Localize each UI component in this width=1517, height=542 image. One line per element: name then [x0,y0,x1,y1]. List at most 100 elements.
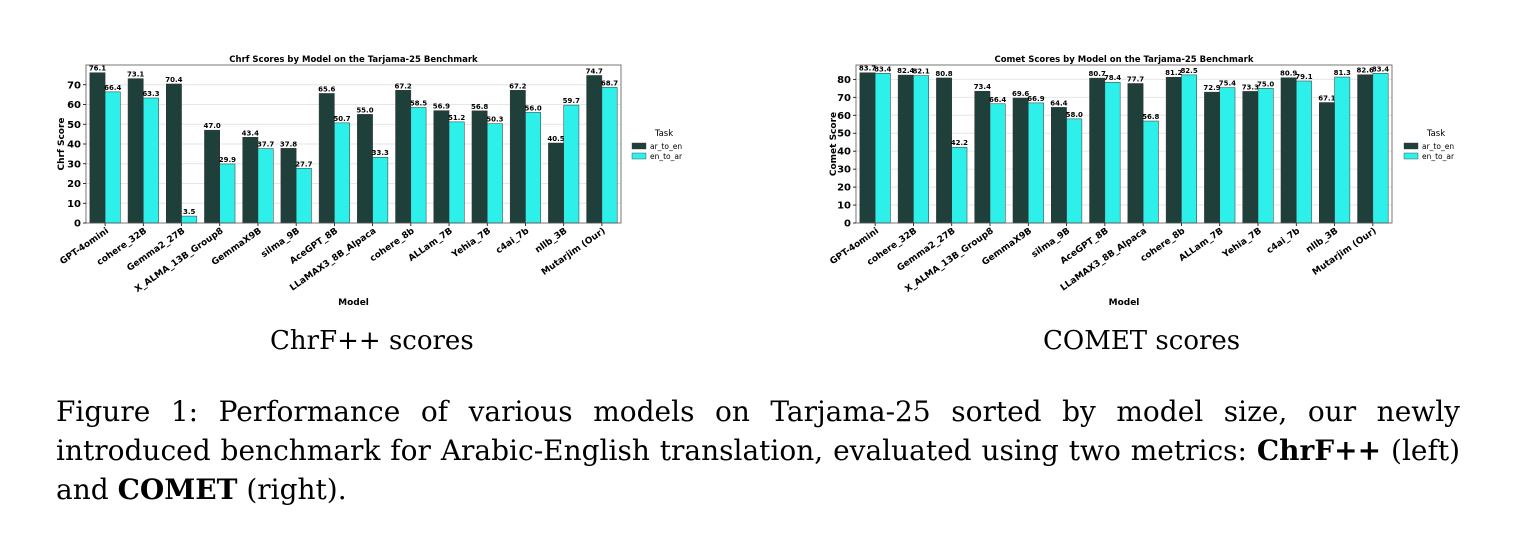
data-label-ar-to-en-mutarjim-our: 82.6 [1357,67,1374,75]
y-tick-label: 60 [837,111,851,122]
bar-ar-to-en-allam-7b [1204,91,1220,224]
bar-en-to-ar-gemma2-27b [181,215,198,224]
bar-ar-to-en-silma-9b [1051,107,1067,224]
data-label-ar-to-en-gpt-4omini: 83.7 [859,65,876,73]
legend-swatch-en-to-ar [631,152,647,160]
y-tick-label: 40 [67,140,81,151]
chart-title: Chrf Scores by Model on the Tarjama-25 B… [229,55,478,65]
data-label-ar-to-en-x-alma-13b-group8: 73.4 [974,83,991,91]
data-label-ar-to-en-gemma2-27b: 70.4 [165,76,182,84]
data-label-en-to-ar-allam-7b: 75.4 [1219,80,1236,88]
y-axis-label: Chrf Score [57,117,67,170]
bar-en-to-ar-c4ai-7b [525,112,542,224]
data-label-ar-to-en-mutarjim-our: 74.7 [586,67,603,75]
data-label-ar-to-en-gpt-4omini: 76.1 [89,65,106,73]
data-label-en-to-ar-silma-9b: 58.0 [1066,111,1083,119]
data-label-en-to-ar-gpt-4omini: 66.4 [104,84,121,92]
legend-title: Task [654,129,673,139]
data-label-ar-to-en-allam-7b: 72.9 [1203,84,1220,92]
bar-en-to-ar-gpt-4omini [104,91,121,224]
x-tick-label-yehia-7b: Yehia_7B [450,226,494,261]
y-tick-label: 10 [837,201,851,212]
bar-en-to-ar-acegpt-8b [334,122,350,224]
data-label-en-to-ar-cohere-32b: 82.1 [912,68,929,76]
y-tick-label: 50 [67,120,81,131]
data-label-en-to-ar-silma-9b: 27.7 [295,160,312,168]
data-label-en-to-ar-cohere-32b: 63.3 [142,90,159,98]
y-tick-label: 50 [837,129,851,140]
plot-frame [855,64,1393,224]
data-label-ar-to-en-silma-9b: 37.8 [280,140,297,148]
bar-en-to-ar-llamax3-8b-alpaca [372,156,389,224]
bar-en-to-ar-gemmax9b [1028,102,1044,224]
bar-en-to-ar-gemma2-27b [951,146,968,224]
figure-caption: Figure 1: Performance of various models … [56,392,1460,509]
y-tick-label: 0 [74,219,81,230]
chrf-chart: 76.166.4GPT-4omini73.163.3cohere_32B70.4… [57,55,683,308]
caption-metric-chrf: ChrF++ [1256,434,1382,467]
bar-ar-to-en-yehia-7b [471,110,488,224]
data-label-en-to-ar-gpt-4omini: 83.4 [874,65,891,73]
bar-en-to-ar-mutarjim-our [1372,73,1389,224]
bar-en-to-ar-cohere-32b [143,97,159,224]
data-label-ar-to-en-cohere-32b: 82.4 [897,67,914,75]
bar-en-to-ar-allam-7b [448,121,465,224]
data-label-ar-to-en-llamax3-8b-alpaca: 55.0 [356,106,373,114]
caption-prefix: Figure 1: Performance of various models … [56,395,1460,467]
bar-en-to-ar-cohere-8b [1181,74,1197,224]
y-tick-label: 60 [67,100,81,111]
data-label-ar-to-en-cohere-32b: 73.1 [127,71,144,79]
y-tick-label: 40 [837,147,851,158]
bar-en-to-ar-silma-9b [1066,118,1083,224]
bar-en-to-ar-nllb-3b [563,104,580,224]
bar-ar-to-en-acegpt-8b [1089,77,1106,224]
data-label-ar-to-en-acegpt-8b: 80.7 [1089,70,1106,78]
data-label-ar-to-en-silma-9b: 64.4 [1050,99,1067,107]
legend-swatch-en-to-ar [1403,152,1419,160]
data-label-ar-to-en-cohere-8b: 81.2 [1165,69,1182,77]
bar-en-to-ar-cohere-32b [913,75,929,224]
bar-ar-to-en-gpt-4omini [859,72,876,224]
data-label-ar-to-en-llamax3-8b-alpaca: 77.7 [1127,75,1144,83]
bar-ar-to-en-gemma2-27b [166,83,182,224]
bar-ar-to-en-c4ai-7b [1280,77,1297,224]
x-tick-label-mutarjim-our: Mutarjim (Our) [1311,226,1379,278]
y-tick-label: 70 [67,80,81,91]
data-label-ar-to-en-c4ai-7b: 80.9 [1280,70,1297,78]
y-tick-label: 70 [837,93,851,104]
x-tick-label-nllb-3b: nllb_3B [534,226,570,255]
bar-en-to-ar-nllb-3b [1334,76,1351,224]
x-axis-label: Model [338,298,369,308]
comet-chart: 83.783.4GPT-4omini82.482.1cohere_32B80.8… [828,55,1455,308]
x-tick-label-nllb-3b: nllb_3B [1305,226,1341,255]
bar-en-to-ar-cohere-8b [410,107,427,224]
data-label-ar-to-en-acegpt-8b: 65.6 [318,85,335,93]
bar-ar-to-en-acegpt-8b [318,93,335,224]
bar-ar-to-en-gemmax9b [242,137,259,224]
y-tick-label: 30 [67,159,81,170]
data-label-en-to-ar-mutarjim-our: 68.7 [601,79,618,87]
data-label-en-to-ar-yehia-7b: 50.3 [486,116,503,124]
data-label-en-to-ar-x-alma-13b-group8: 29.9 [219,156,236,164]
data-label-en-to-ar-gemmax9b: 37.7 [257,141,274,149]
bar-ar-to-en-llamax3-8b-alpaca [1127,83,1144,224]
bar-en-to-ar-yehia-7b [1257,88,1274,224]
data-label-en-to-ar-cohere-8b: 58.5 [410,99,427,107]
x-tick-label-mutarjim-our: Mutarjim (Our) [540,226,608,278]
bar-ar-to-en-cohere-32b [127,78,144,224]
legend-label-en-to-ar: en_to_ar [650,152,683,161]
y-axis-label: Comet Score [829,112,839,176]
bar-ar-to-en-llamax3-8b-alpaca [357,114,373,224]
data-label-en-to-ar-c4ai-7b: 56.0 [524,104,541,112]
data-label-ar-to-en-nllb-3b: 40.5 [547,135,564,143]
x-tick-label-c4ai-7b: c4ai_7b [1265,226,1302,256]
y-tick-label: 0 [844,219,851,230]
data-label-en-to-ar-c4ai-7b: 79.1 [1295,73,1312,81]
x-axis-label: Model [1109,298,1140,308]
data-label-en-to-ar-x-alma-13b-group8: 66.4 [989,96,1006,104]
bar-ar-to-en-nllb-3b [548,142,564,224]
y-tick-label: 80 [837,75,851,86]
bar-ar-to-en-cohere-8b [1165,76,1182,224]
legend-label-en-to-ar: en_to_ar [1422,152,1455,161]
data-label-ar-to-en-c4ai-7b: 67.2 [509,82,526,90]
